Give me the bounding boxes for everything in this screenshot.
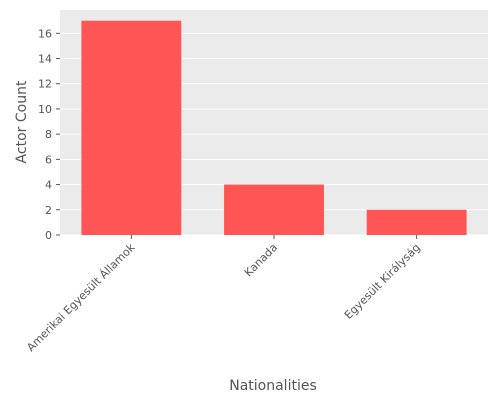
- y-tick-label: 16: [38, 27, 52, 40]
- x-tick-label: Amerikai Egyesült Államok: [24, 240, 138, 354]
- y-tick-label: 0: [45, 229, 52, 242]
- bar: [366, 209, 467, 235]
- x-axis-title: Nationalities: [229, 378, 317, 394]
- y-axis-title: Actor Count: [14, 80, 30, 163]
- bar: [81, 20, 182, 236]
- x-tick-label: Kanada: [242, 241, 280, 279]
- x-axis-ticks: Amerikai Egyesült Államok Kanada Egyesült …: [24, 235, 423, 354]
- y-tick-label: 8: [45, 128, 52, 141]
- y-tick-label: 2: [45, 204, 52, 217]
- y-tick-label: 14: [38, 53, 52, 66]
- y-tick-label: 4: [45, 179, 52, 192]
- bar: [224, 184, 324, 235]
- y-axis-ticks: 0 2 4 6 8 10 12 14 16: [38, 27, 60, 242]
- bars: [81, 20, 467, 236]
- y-tick-label: 10: [38, 103, 52, 116]
- y-tick-label: 6: [45, 153, 52, 166]
- x-tick-label: Egyesült Királyság: [342, 241, 423, 322]
- y-tick-label: 12: [38, 78, 52, 91]
